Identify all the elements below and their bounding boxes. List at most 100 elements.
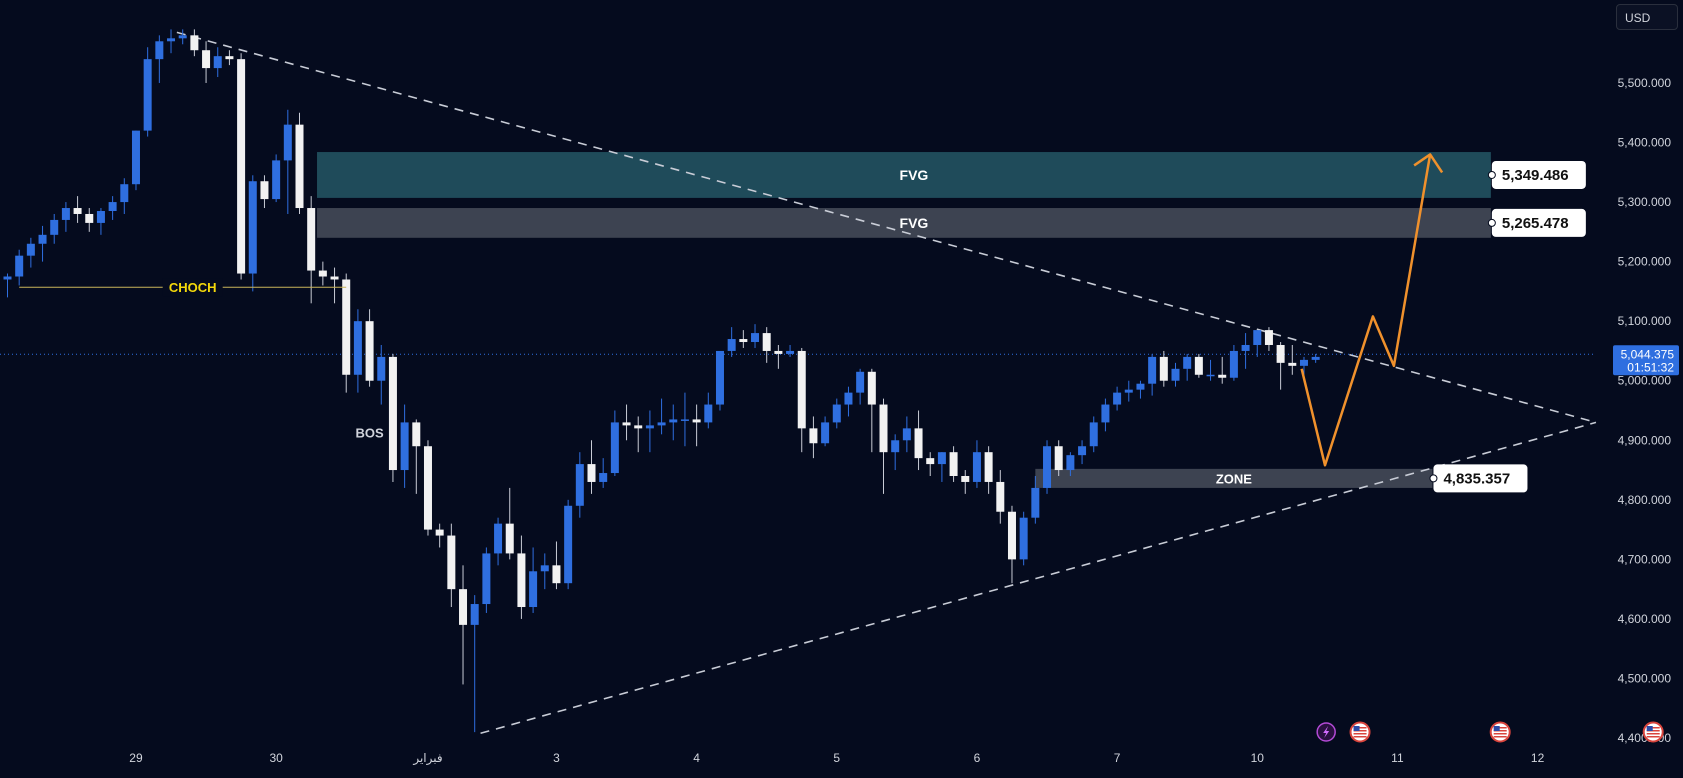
candle[interactable] — [155, 35, 164, 83]
candle[interactable] — [248, 175, 257, 292]
candle[interactable] — [108, 196, 117, 220]
candle[interactable] — [634, 416, 643, 453]
candle[interactable] — [1148, 353, 1157, 396]
price-label-handle[interactable] — [1487, 170, 1496, 179]
candle[interactable] — [330, 267, 339, 304]
candle[interactable] — [377, 344, 386, 405]
candle[interactable] — [1007, 505, 1016, 584]
candle[interactable] — [891, 434, 900, 471]
candle[interactable] — [260, 175, 269, 209]
candle[interactable] — [610, 410, 619, 477]
candle[interactable] — [26, 237, 35, 268]
candle[interactable] — [482, 547, 491, 613]
candle[interactable] — [505, 487, 514, 560]
candle[interactable] — [494, 517, 503, 566]
candle[interactable] — [96, 208, 105, 235]
fvg-zone[interactable] — [317, 152, 1491, 198]
candle[interactable] — [517, 535, 526, 619]
candle[interactable] — [1288, 344, 1297, 375]
candle[interactable] — [1229, 344, 1238, 381]
candle[interactable] — [949, 446, 958, 482]
candle[interactable] — [972, 440, 981, 488]
candle[interactable] — [645, 410, 654, 453]
candle[interactable] — [821, 416, 830, 447]
candle[interactable] — [680, 392, 689, 447]
candle[interactable] — [318, 261, 327, 286]
candle[interactable] — [190, 29, 199, 57]
candle[interactable] — [1311, 353, 1320, 363]
candle[interactable] — [447, 523, 456, 608]
candle[interactable] — [1066, 452, 1075, 477]
price-label-handle[interactable] — [1429, 474, 1438, 483]
candle[interactable] — [400, 404, 409, 488]
candle[interactable] — [365, 309, 374, 387]
candle[interactable] — [167, 29, 176, 54]
candle[interactable] — [15, 249, 24, 286]
candle[interactable] — [739, 330, 748, 348]
candle[interactable] — [774, 344, 783, 369]
candle[interactable] — [3, 273, 12, 298]
candle[interactable] — [213, 47, 222, 78]
candle[interactable] — [143, 47, 152, 137]
candle[interactable] — [283, 109, 292, 214]
candle[interactable] — [1078, 440, 1087, 465]
candle[interactable] — [984, 446, 993, 494]
candle[interactable] — [809, 416, 818, 459]
candle[interactable] — [786, 344, 795, 357]
candle[interactable] — [61, 202, 70, 232]
candle[interactable] — [692, 404, 701, 447]
candle[interactable] — [470, 595, 479, 733]
candle[interactable] — [1113, 386, 1122, 411]
candle[interactable] — [131, 130, 140, 191]
candle[interactable] — [353, 309, 362, 393]
candle[interactable] — [1299, 356, 1308, 375]
candle[interactable] — [622, 404, 631, 441]
descending-trendline[interactable] — [176, 31, 1597, 424]
candle[interactable] — [412, 419, 421, 494]
us-flag-icon[interactable] — [1489, 721, 1511, 743]
candle[interactable] — [50, 213, 59, 244]
candle[interactable] — [1183, 353, 1192, 381]
candle[interactable] — [178, 29, 187, 45]
support-zone[interactable] — [1035, 468, 1433, 488]
candle[interactable] — [599, 458, 608, 488]
candle[interactable] — [73, 196, 82, 223]
candle[interactable] — [844, 386, 853, 417]
candle[interactable] — [762, 327, 771, 363]
candle[interactable] — [1159, 350, 1168, 387]
us-flag-icon[interactable] — [1642, 721, 1664, 743]
candle[interactable] — [295, 112, 304, 214]
candle[interactable] — [832, 398, 841, 429]
candle[interactable] — [914, 410, 923, 471]
candle[interactable] — [1136, 380, 1145, 399]
us-flag-icon[interactable] — [1349, 721, 1371, 743]
candle[interactable] — [937, 452, 946, 482]
candle[interactable] — [902, 416, 911, 453]
candle[interactable] — [926, 452, 935, 477]
candle[interactable] — [307, 196, 316, 304]
lightning-icon[interactable] — [1316, 722, 1336, 742]
candle[interactable] — [751, 324, 760, 348]
candle[interactable] — [704, 392, 713, 429]
candle[interactable] — [1206, 359, 1215, 381]
candle[interactable] — [120, 178, 129, 214]
candle[interactable] — [1253, 330, 1262, 357]
candle[interactable] — [1276, 342, 1285, 390]
candle[interactable] — [715, 350, 724, 411]
candle[interactable] — [1043, 440, 1052, 494]
candle[interactable] — [867, 368, 876, 453]
currency-badge[interactable]: USD — [1616, 4, 1678, 30]
candle[interactable] — [1019, 511, 1028, 566]
candle[interactable] — [727, 327, 736, 357]
candle[interactable] — [529, 547, 538, 613]
candle[interactable] — [423, 440, 432, 536]
candle[interactable] — [564, 499, 573, 590]
candle[interactable] — [1054, 440, 1063, 477]
candle[interactable] — [1089, 416, 1098, 453]
candle[interactable] — [38, 225, 47, 262]
projection-path[interactable] — [1300, 154, 1432, 467]
candle[interactable] — [1031, 476, 1040, 524]
candle[interactable] — [1194, 353, 1203, 378]
candle[interactable] — [797, 347, 806, 453]
